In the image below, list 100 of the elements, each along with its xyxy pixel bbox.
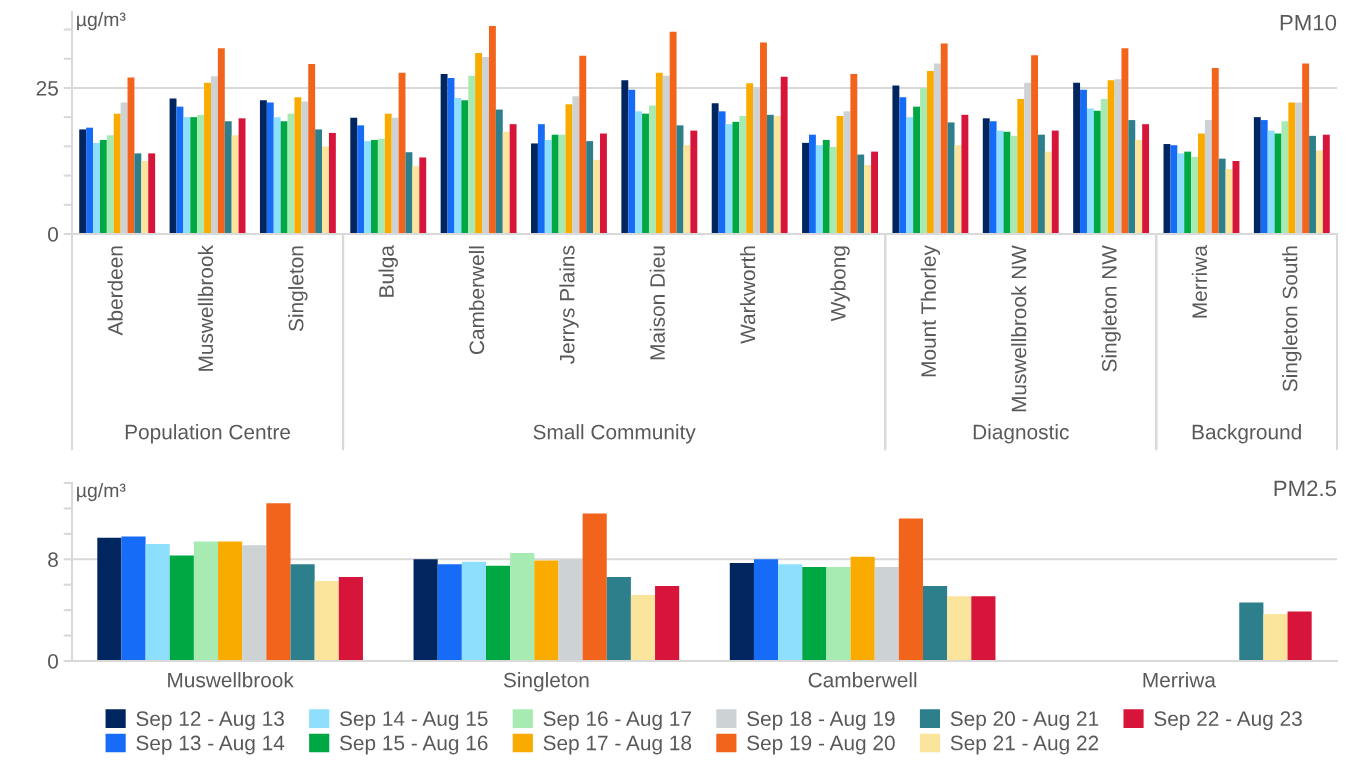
bar [145, 544, 170, 661]
bar [259, 100, 267, 234]
bar [106, 135, 114, 234]
bar [273, 117, 281, 234]
bar [947, 596, 972, 661]
bar [113, 113, 121, 234]
bar [280, 121, 288, 234]
bar [461, 561, 486, 661]
bar [586, 141, 594, 234]
bar [729, 563, 754, 661]
bar [655, 585, 680, 661]
x-tick-label: Muswellbrook [168, 672, 294, 688]
bar [1263, 613, 1288, 661]
bar [86, 127, 94, 234]
bar [371, 139, 378, 234]
bar [1267, 130, 1275, 234]
bar [413, 559, 438, 661]
bar [718, 111, 726, 234]
bar [1038, 134, 1045, 234]
bar [314, 580, 339, 661]
bar [377, 138, 385, 234]
bar [475, 52, 483, 234]
bar [1177, 153, 1185, 234]
bar [711, 103, 719, 234]
bar [1170, 145, 1178, 234]
bar [218, 541, 243, 661]
legend-label: Sep 13 - Aug 14 [136, 735, 285, 755]
y-tick-label: 8 [48, 552, 58, 568]
bar [1031, 55, 1038, 234]
bar [231, 135, 239, 234]
bar [864, 165, 872, 234]
bar [1086, 108, 1094, 234]
bar [1135, 139, 1143, 234]
bar [857, 154, 865, 234]
bar [328, 132, 336, 234]
bar [802, 566, 827, 661]
bar [509, 124, 517, 234]
bar [266, 503, 291, 661]
bar [947, 122, 955, 234]
bar [338, 577, 363, 661]
x-tick-label: Merriwa [1143, 672, 1216, 688]
bar [923, 585, 948, 661]
y-axis-title: µg/m³ [77, 12, 126, 31]
bar [606, 577, 631, 661]
bar [350, 117, 358, 234]
bar [766, 114, 774, 234]
bar [1080, 89, 1087, 234]
bar [850, 556, 875, 661]
bar [93, 142, 100, 234]
x-tick-label: Singleton [503, 672, 589, 692]
x-tick-label: Warkworth [739, 246, 756, 344]
bar [982, 118, 990, 234]
bar [224, 121, 232, 234]
text: Population Centre [125, 424, 290, 444]
bar [826, 566, 851, 661]
bar [558, 134, 566, 234]
bar [266, 102, 274, 234]
legend-label: Sep 15 - Aug 16 [339, 735, 488, 755]
x-tick-label: Singleton [288, 246, 308, 332]
bar [829, 146, 837, 234]
bar [1198, 133, 1205, 234]
bar [760, 42, 767, 234]
x-tick-label: Muswellbrook NW [1011, 245, 1027, 412]
bar [502, 131, 510, 234]
bar [1302, 63, 1310, 234]
bar [773, 115, 781, 234]
bar [99, 139, 107, 234]
x-tick-label: Mount Thorley [920, 245, 941, 377]
x-tick-label: Aberdeen [107, 246, 123, 336]
bar [628, 89, 636, 234]
bar [1010, 135, 1018, 234]
x-tick-label: Singleton South [1282, 246, 1302, 392]
y-tick-label: 0 [48, 227, 58, 242]
bar [141, 160, 149, 234]
bar [1044, 151, 1052, 234]
bar [544, 139, 552, 234]
bar [630, 594, 656, 661]
bar [1218, 158, 1226, 234]
legend-label: Sep 20 - Aug 21 [950, 711, 1099, 731]
bar [190, 117, 198, 234]
bar [815, 145, 823, 234]
legend-label: Sep 16 - Aug 17 [543, 711, 691, 731]
bar [1142, 124, 1150, 234]
y-axis-title: µg/m³ [77, 483, 126, 502]
bar [488, 26, 496, 234]
bar [648, 105, 656, 234]
bar [510, 552, 535, 661]
bar [1287, 611, 1312, 661]
bar [1315, 150, 1323, 234]
bar [384, 113, 392, 234]
bar [926, 71, 934, 234]
bar [600, 133, 607, 234]
bar [193, 541, 219, 661]
y-tick-label: 0 [48, 654, 58, 669]
bar [593, 159, 601, 234]
bar [1128, 120, 1136, 234]
text: Small Community [533, 424, 696, 444]
bar [486, 565, 511, 661]
legend-label: Sep 21 - Aug 22 [950, 735, 1099, 755]
bar [739, 115, 747, 234]
